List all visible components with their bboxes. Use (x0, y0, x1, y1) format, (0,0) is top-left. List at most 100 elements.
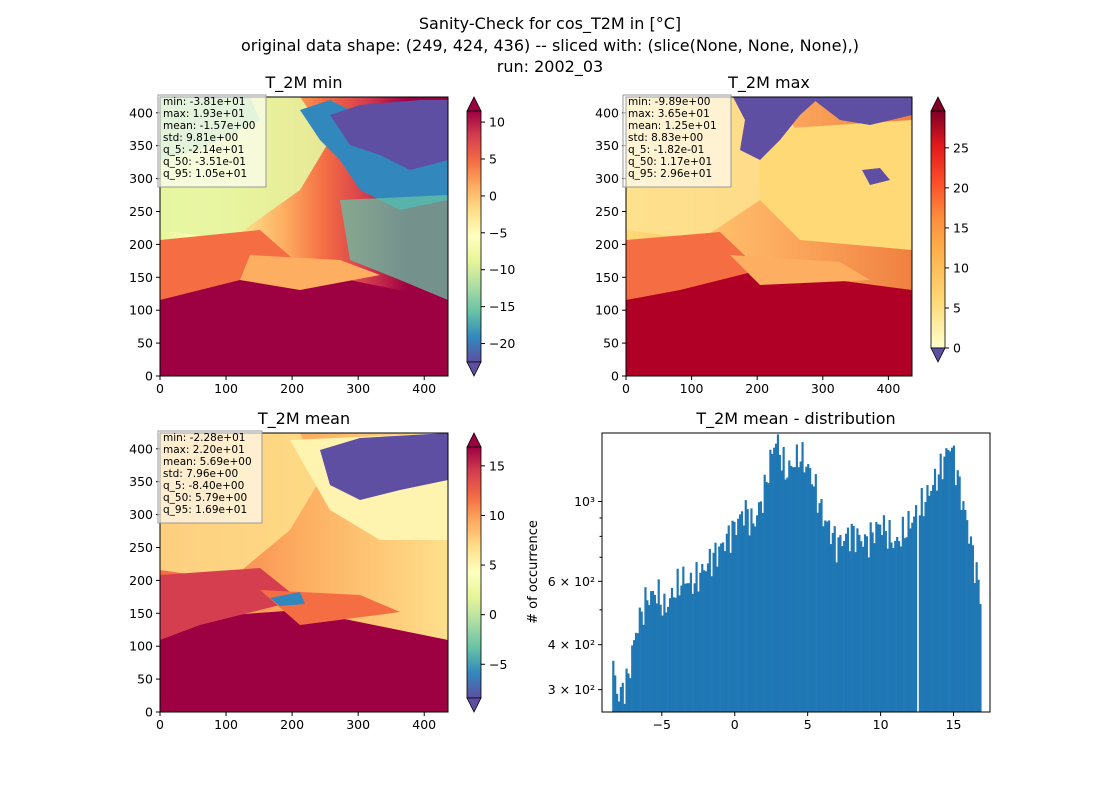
histogram-bar (740, 511, 744, 712)
histogram-bar (706, 563, 710, 712)
histogram-bar (956, 470, 959, 712)
histogram-bar (962, 501, 965, 712)
x-tick-label: 400 (412, 717, 436, 732)
histogram-bar (682, 566, 685, 712)
histogram-bar (975, 562, 978, 712)
histogram-bar (807, 464, 810, 712)
histogram-bar (642, 624, 645, 712)
y-tick-label: 400 (129, 105, 153, 120)
stats-line: max: 1.93e+01 (163, 108, 245, 120)
histogram-bar (894, 540, 897, 712)
figure-title-line-2: original data shape: (249, 424, 436) -- … (241, 36, 859, 55)
histogram-bar (614, 675, 617, 712)
histogram-bar (909, 528, 912, 712)
histogram-bar (971, 545, 974, 712)
histogram-bar (710, 576, 713, 712)
histogram-bar (865, 536, 868, 712)
histogram-bar (735, 535, 738, 712)
histogram-bar (763, 474, 766, 712)
y-tick-label: 150 (595, 270, 619, 285)
histogram-bar (905, 537, 908, 712)
histogram-bar (737, 518, 740, 712)
histogram-bar (712, 552, 715, 712)
axes-frame-mean (159, 432, 449, 713)
histogram-bar (880, 535, 884, 712)
colorbar-gradient (466, 110, 482, 363)
histogram-bar (693, 583, 696, 712)
colorbar-tick-label: −15 (489, 299, 515, 314)
colorbar-tick-label: −10 (489, 262, 515, 277)
histogram-bar (684, 583, 687, 712)
histogram-bar (918, 515, 921, 712)
histogram-bar (788, 460, 791, 712)
y-tick-label: 300 (595, 171, 619, 186)
colorbar-tick-label: 10 (953, 260, 969, 275)
colorbar-extend-bottom (466, 697, 482, 713)
histogram-bar (784, 479, 787, 712)
histogram-bar (661, 615, 664, 712)
histogram-bar (945, 448, 948, 712)
y-tick-label: 100 (595, 303, 619, 318)
y-tick-label: 400 (595, 105, 619, 120)
histogram-bar (627, 673, 630, 712)
colorbar-tick-label: 15 (489, 458, 505, 473)
histogram-bar (805, 466, 808, 712)
histogram-bar (617, 701, 621, 712)
histogram-bar (721, 542, 725, 712)
y-tick-label: 6 × 10² (548, 574, 595, 589)
histogram-bar (646, 600, 649, 712)
y-tick-label: 250 (129, 204, 153, 219)
histogram-bar (850, 523, 853, 712)
x-tick-label: 0 (731, 717, 739, 732)
stats-line: q_95: 2.96e+01 (628, 168, 712, 180)
histogram-bars (612, 434, 982, 712)
x-tick-label: 100 (214, 717, 238, 732)
histogram-bar (792, 467, 795, 712)
stats-line: std: 8.83e+00 (628, 132, 703, 144)
histogram-bar (829, 544, 833, 712)
y-tick-label: 200 (595, 237, 619, 252)
histogram-bar (958, 476, 961, 712)
heatmap-region-alps (270, 592, 305, 606)
histogram-bar (771, 453, 774, 712)
histogram-bar (932, 485, 935, 712)
y-tick-label: 250 (129, 540, 153, 555)
heatmap-region-ice-patch (862, 168, 890, 185)
y-tick-label: 0 (611, 369, 619, 384)
histogram-bar (943, 456, 946, 712)
colorbar-tick-label: 5 (489, 151, 497, 166)
colorbar-tick-label: −5 (489, 225, 507, 240)
histogram-bar (773, 447, 776, 712)
histogram-bar (844, 533, 848, 712)
y-tick-label: 3 × 10² (548, 682, 595, 697)
histogram-bar (631, 645, 634, 712)
y-tick-label: 0 (145, 369, 153, 384)
axes-frame-max (625, 96, 913, 377)
histogram-bar (720, 543, 723, 712)
histogram-bar (665, 612, 668, 712)
histogram-bar (752, 523, 755, 712)
histogram-bar (793, 467, 797, 712)
colorbar-tick-label: 10 (489, 115, 505, 130)
heatmap-region-east (340, 195, 448, 300)
heatmap-region-iberia (160, 568, 300, 640)
histogram-bar (863, 534, 867, 712)
histogram-bar (674, 597, 677, 712)
histogram-bar (667, 606, 670, 712)
histogram-bar (774, 443, 778, 712)
histogram-bar (761, 512, 764, 712)
histogram-bar (947, 449, 950, 712)
stats-line: q_95: 1.69e+01 (163, 504, 247, 516)
heatmap-region-africa (160, 610, 448, 712)
y-tick-label: 400 (129, 441, 153, 456)
histogram-bar (621, 682, 624, 712)
histogram-panel: T_2M mean - distribution −5 0 5 10 15 3 × 10²… (526, 409, 991, 732)
histogram-bar (640, 611, 643, 712)
y-tick-label: 100 (129, 639, 153, 654)
heatmap-region-central (760, 120, 912, 250)
histogram-bar (871, 532, 874, 712)
histogram-bar (686, 583, 689, 712)
heatmap-region-mediterranean (240, 255, 380, 290)
axis-ticks-min: 0 100 200 300 400 0 50 100 150 200 250 300 350 400 (129, 105, 436, 396)
histogram-bar (841, 546, 844, 712)
